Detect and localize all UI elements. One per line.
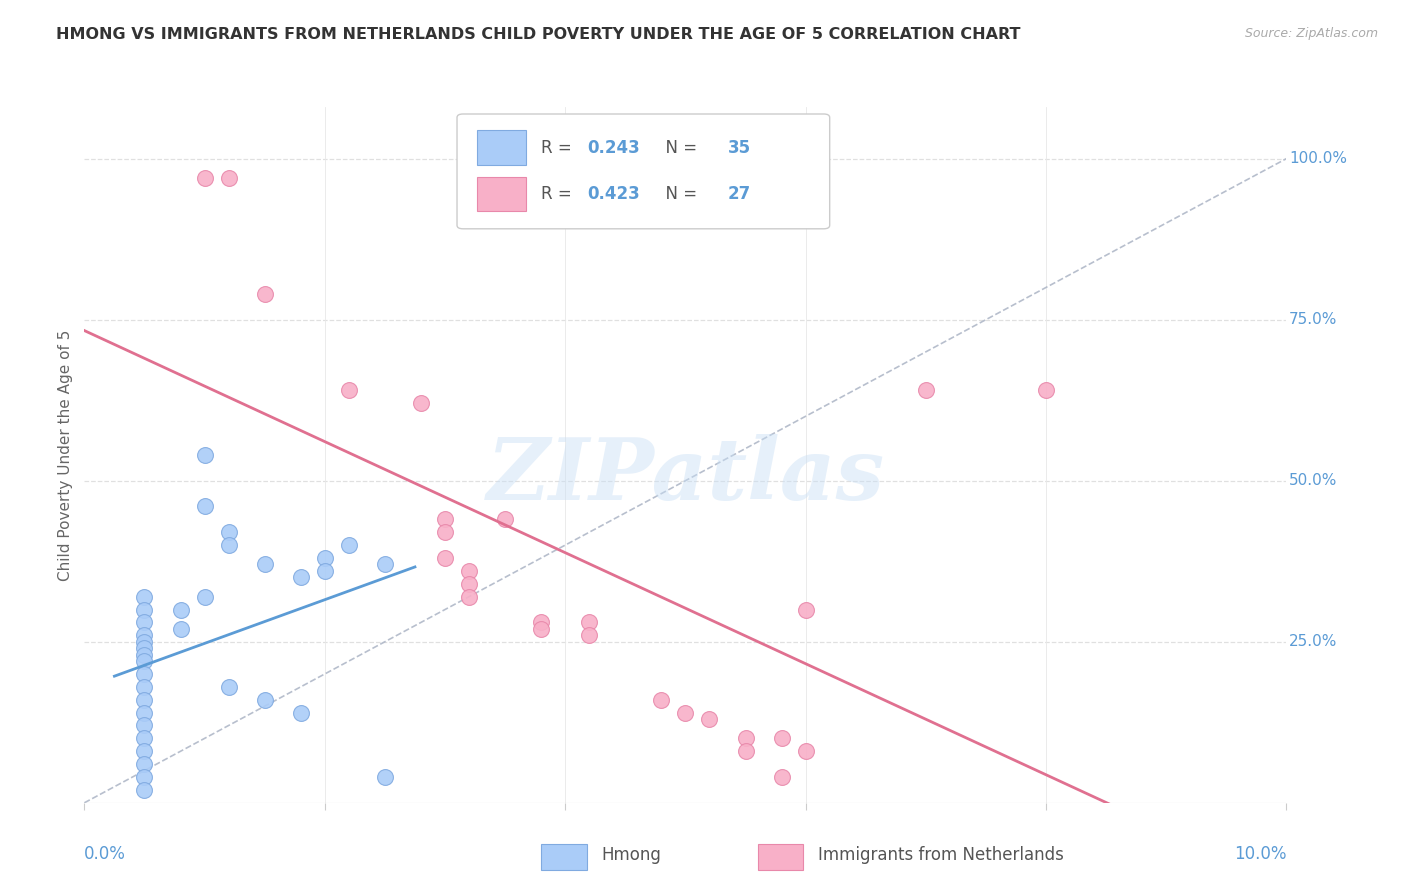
Point [337, 538, 360, 552]
Point [337, 384, 360, 398]
Point [218, 538, 240, 552]
Point [314, 551, 336, 566]
Point [134, 628, 156, 642]
Text: 0.0%: 0.0% [84, 845, 127, 863]
Point [374, 558, 396, 572]
Point [253, 558, 276, 572]
Point [134, 634, 156, 648]
Point [734, 744, 756, 758]
Point [134, 731, 156, 746]
Point [734, 731, 756, 746]
Point [218, 170, 240, 185]
Point [134, 692, 156, 706]
Point [434, 551, 457, 566]
Point [770, 770, 793, 784]
Point [134, 680, 156, 694]
Point [134, 706, 156, 720]
Bar [478, 177, 526, 211]
Point [794, 602, 817, 616]
Point [134, 654, 156, 668]
Point [915, 384, 938, 398]
Point [675, 706, 697, 720]
Point [134, 648, 156, 662]
Bar [541, 844, 586, 871]
Point [650, 692, 672, 706]
Point [699, 712, 721, 726]
Text: Immigrants from Netherlands: Immigrants from Netherlands [818, 846, 1063, 864]
Point [194, 448, 217, 462]
Text: ZIPatlas: ZIPatlas [486, 434, 884, 517]
Text: N =: N = [655, 185, 703, 203]
Point [134, 602, 156, 616]
Text: N =: N = [655, 139, 703, 157]
Point [770, 731, 793, 746]
Point [194, 500, 217, 514]
Point [458, 590, 481, 604]
Bar [758, 844, 803, 871]
Text: Source: ZipAtlas.com: Source: ZipAtlas.com [1244, 27, 1378, 40]
Point [134, 667, 156, 681]
Text: R =: R = [541, 185, 578, 203]
Point [169, 602, 191, 616]
Point [314, 564, 336, 578]
Text: 0.423: 0.423 [586, 185, 640, 203]
Point [290, 706, 312, 720]
Point [194, 170, 217, 185]
Bar [478, 130, 526, 165]
Text: 100.0%: 100.0% [1289, 151, 1347, 166]
Text: 10.0%: 10.0% [1234, 845, 1286, 863]
Point [434, 512, 457, 526]
Point [134, 641, 156, 656]
Point [794, 744, 817, 758]
Point [494, 512, 516, 526]
FancyBboxPatch shape [457, 114, 830, 229]
Text: 75.0%: 75.0% [1289, 312, 1337, 327]
Y-axis label: Child Poverty Under the Age of 5: Child Poverty Under the Age of 5 [58, 329, 73, 581]
Point [530, 615, 553, 630]
Point [169, 622, 191, 636]
Point [1035, 384, 1057, 398]
Point [530, 622, 553, 636]
Text: Hmong: Hmong [602, 846, 661, 864]
Point [218, 525, 240, 540]
Point [134, 757, 156, 772]
Text: HMONG VS IMMIGRANTS FROM NETHERLANDS CHILD POVERTY UNDER THE AGE OF 5 CORRELATIO: HMONG VS IMMIGRANTS FROM NETHERLANDS CHI… [56, 27, 1021, 42]
Point [434, 525, 457, 540]
Point [578, 615, 600, 630]
Point [253, 692, 276, 706]
Point [218, 680, 240, 694]
Point [290, 570, 312, 584]
Point [134, 718, 156, 732]
Point [134, 744, 156, 758]
Point [134, 770, 156, 784]
Point [134, 783, 156, 797]
Text: 0.243: 0.243 [586, 139, 640, 157]
Point [253, 286, 276, 301]
Point [134, 615, 156, 630]
Point [194, 590, 217, 604]
Point [374, 770, 396, 784]
Text: 35: 35 [727, 139, 751, 157]
Text: 27: 27 [727, 185, 751, 203]
Point [458, 576, 481, 591]
Point [134, 590, 156, 604]
Point [458, 564, 481, 578]
Point [578, 628, 600, 642]
Text: R =: R = [541, 139, 578, 157]
Text: 50.0%: 50.0% [1289, 473, 1337, 488]
Point [409, 396, 432, 410]
Text: 25.0%: 25.0% [1289, 634, 1337, 649]
